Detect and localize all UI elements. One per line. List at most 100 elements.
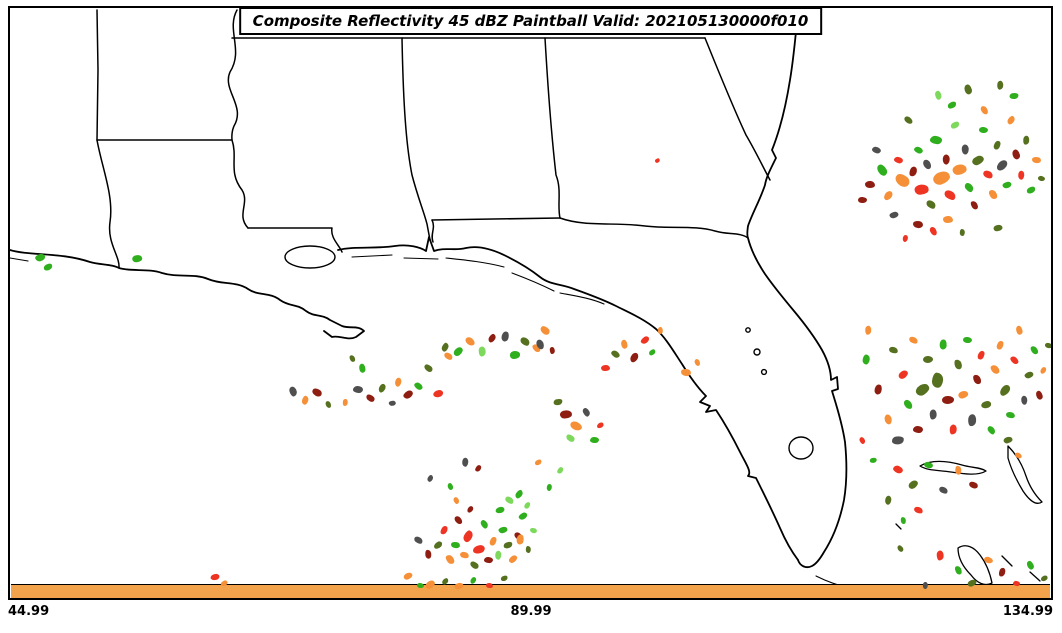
paintball-blob [439, 524, 449, 536]
paintball-blob [388, 400, 396, 406]
paintball-blob [914, 382, 932, 398]
paintball-blob [963, 84, 973, 96]
paintball-blob [488, 535, 498, 547]
paintball-blob [131, 254, 143, 264]
paintball-blob [609, 349, 621, 359]
mississippi-river-line [227, 9, 249, 229]
paintball-blob [507, 554, 519, 564]
paintball-blob [473, 463, 483, 473]
axis-label-right: 134.99 [1002, 604, 1053, 619]
paintball-blob [907, 165, 919, 179]
paintball-blob [883, 414, 893, 426]
paintball-blob [923, 460, 933, 470]
barrier-island-line [351, 254, 393, 258]
paintball-blob [450, 541, 460, 549]
paintball-blob [401, 389, 415, 401]
paintball-blob [494, 550, 502, 560]
paintball-blob [1008, 354, 1020, 366]
paintball-blob [942, 216, 954, 224]
paintball-blob [581, 406, 591, 418]
paintball-blob [1017, 170, 1025, 180]
paintball-blob [412, 535, 424, 545]
paintball-blob [453, 514, 463, 526]
barrier-island-line [445, 257, 505, 268]
paintball-blob [483, 556, 493, 564]
paintball-blob [509, 351, 521, 359]
paintball-blob [525, 545, 531, 553]
paintball-blob [472, 543, 486, 555]
mississippi-alabama-border [401, 37, 431, 241]
paintball-blob [861, 354, 871, 366]
paintball-blob [485, 581, 493, 589]
paintball-blob [963, 181, 975, 195]
paintball-blob [393, 377, 403, 387]
paintball-blob [600, 364, 610, 372]
paintball-blob [1034, 390, 1044, 400]
paintball-blob [553, 398, 563, 406]
paintball-blob [342, 398, 348, 406]
paintball-blob [503, 495, 515, 505]
perdido-river-line [431, 219, 435, 243]
abaco-island [1007, 445, 1043, 504]
paintball-blob [478, 346, 486, 358]
georgia-southcarolina-border [704, 37, 771, 181]
paintball-blob [881, 189, 895, 203]
paintball-blob [461, 457, 469, 467]
paintball-blob [545, 483, 553, 491]
texas-louisiana-border [96, 139, 120, 269]
paintball-blob [884, 495, 892, 505]
paintball-blob [1015, 325, 1023, 335]
paintball-blob [928, 225, 938, 237]
paintball-blob [957, 390, 969, 400]
paintball-blob [896, 543, 904, 553]
paintball-blob [518, 335, 532, 348]
coastline-atlantic-eastflorida [746, 9, 848, 569]
paintball-blob [986, 424, 996, 436]
paintball-blob [555, 465, 565, 475]
paintball-blob [948, 424, 958, 436]
paintball-blob [647, 347, 657, 357]
paintball-blob [595, 421, 605, 429]
axis-label-left: 44.99 [8, 604, 50, 619]
paintball-blob [871, 145, 881, 155]
paintball-blob [432, 540, 444, 550]
texas-arkansas-border [96, 9, 99, 141]
paintball-blob [1029, 344, 1039, 356]
paintball-blob [976, 349, 986, 361]
florida-lake [753, 348, 761, 356]
paintball-blob [992, 139, 1002, 151]
paintball-blob [949, 120, 961, 130]
paintball-blob [864, 325, 872, 335]
paintball-blob [981, 169, 995, 181]
paintball-blob [922, 356, 934, 364]
colorbar-strip [11, 584, 1050, 598]
paintball-blob [352, 386, 364, 394]
paintball-blob [1025, 185, 1037, 195]
paintball-blob [533, 458, 543, 466]
paintball-blob [1009, 92, 1019, 100]
paintball-blob [454, 582, 464, 590]
paintball-blob [988, 363, 1002, 377]
paintball-blob [930, 169, 952, 187]
paintball-blob [978, 126, 988, 134]
paintball-blob [42, 262, 54, 272]
coastline [10, 9, 848, 569]
paintball-blob [416, 581, 424, 589]
paintball-blob [962, 336, 972, 344]
paintball-blob [995, 339, 1005, 351]
paintball-blob [952, 358, 964, 372]
paintball-blob [891, 435, 905, 445]
barrier-island-line [511, 272, 555, 292]
paintball-blob [997, 566, 1007, 578]
paintball-blob [499, 574, 509, 582]
state-borders [96, 9, 771, 269]
paintball-blob [654, 157, 662, 164]
paintball-blob [1025, 559, 1035, 571]
paintball-blob [620, 339, 628, 349]
paintball-blob [1036, 174, 1045, 182]
paintball-blob [514, 488, 524, 500]
paintball-blob [1043, 341, 1051, 349]
paintball-blob [310, 387, 324, 399]
paintball-blob [468, 575, 477, 585]
paintball-blob [924, 199, 938, 211]
